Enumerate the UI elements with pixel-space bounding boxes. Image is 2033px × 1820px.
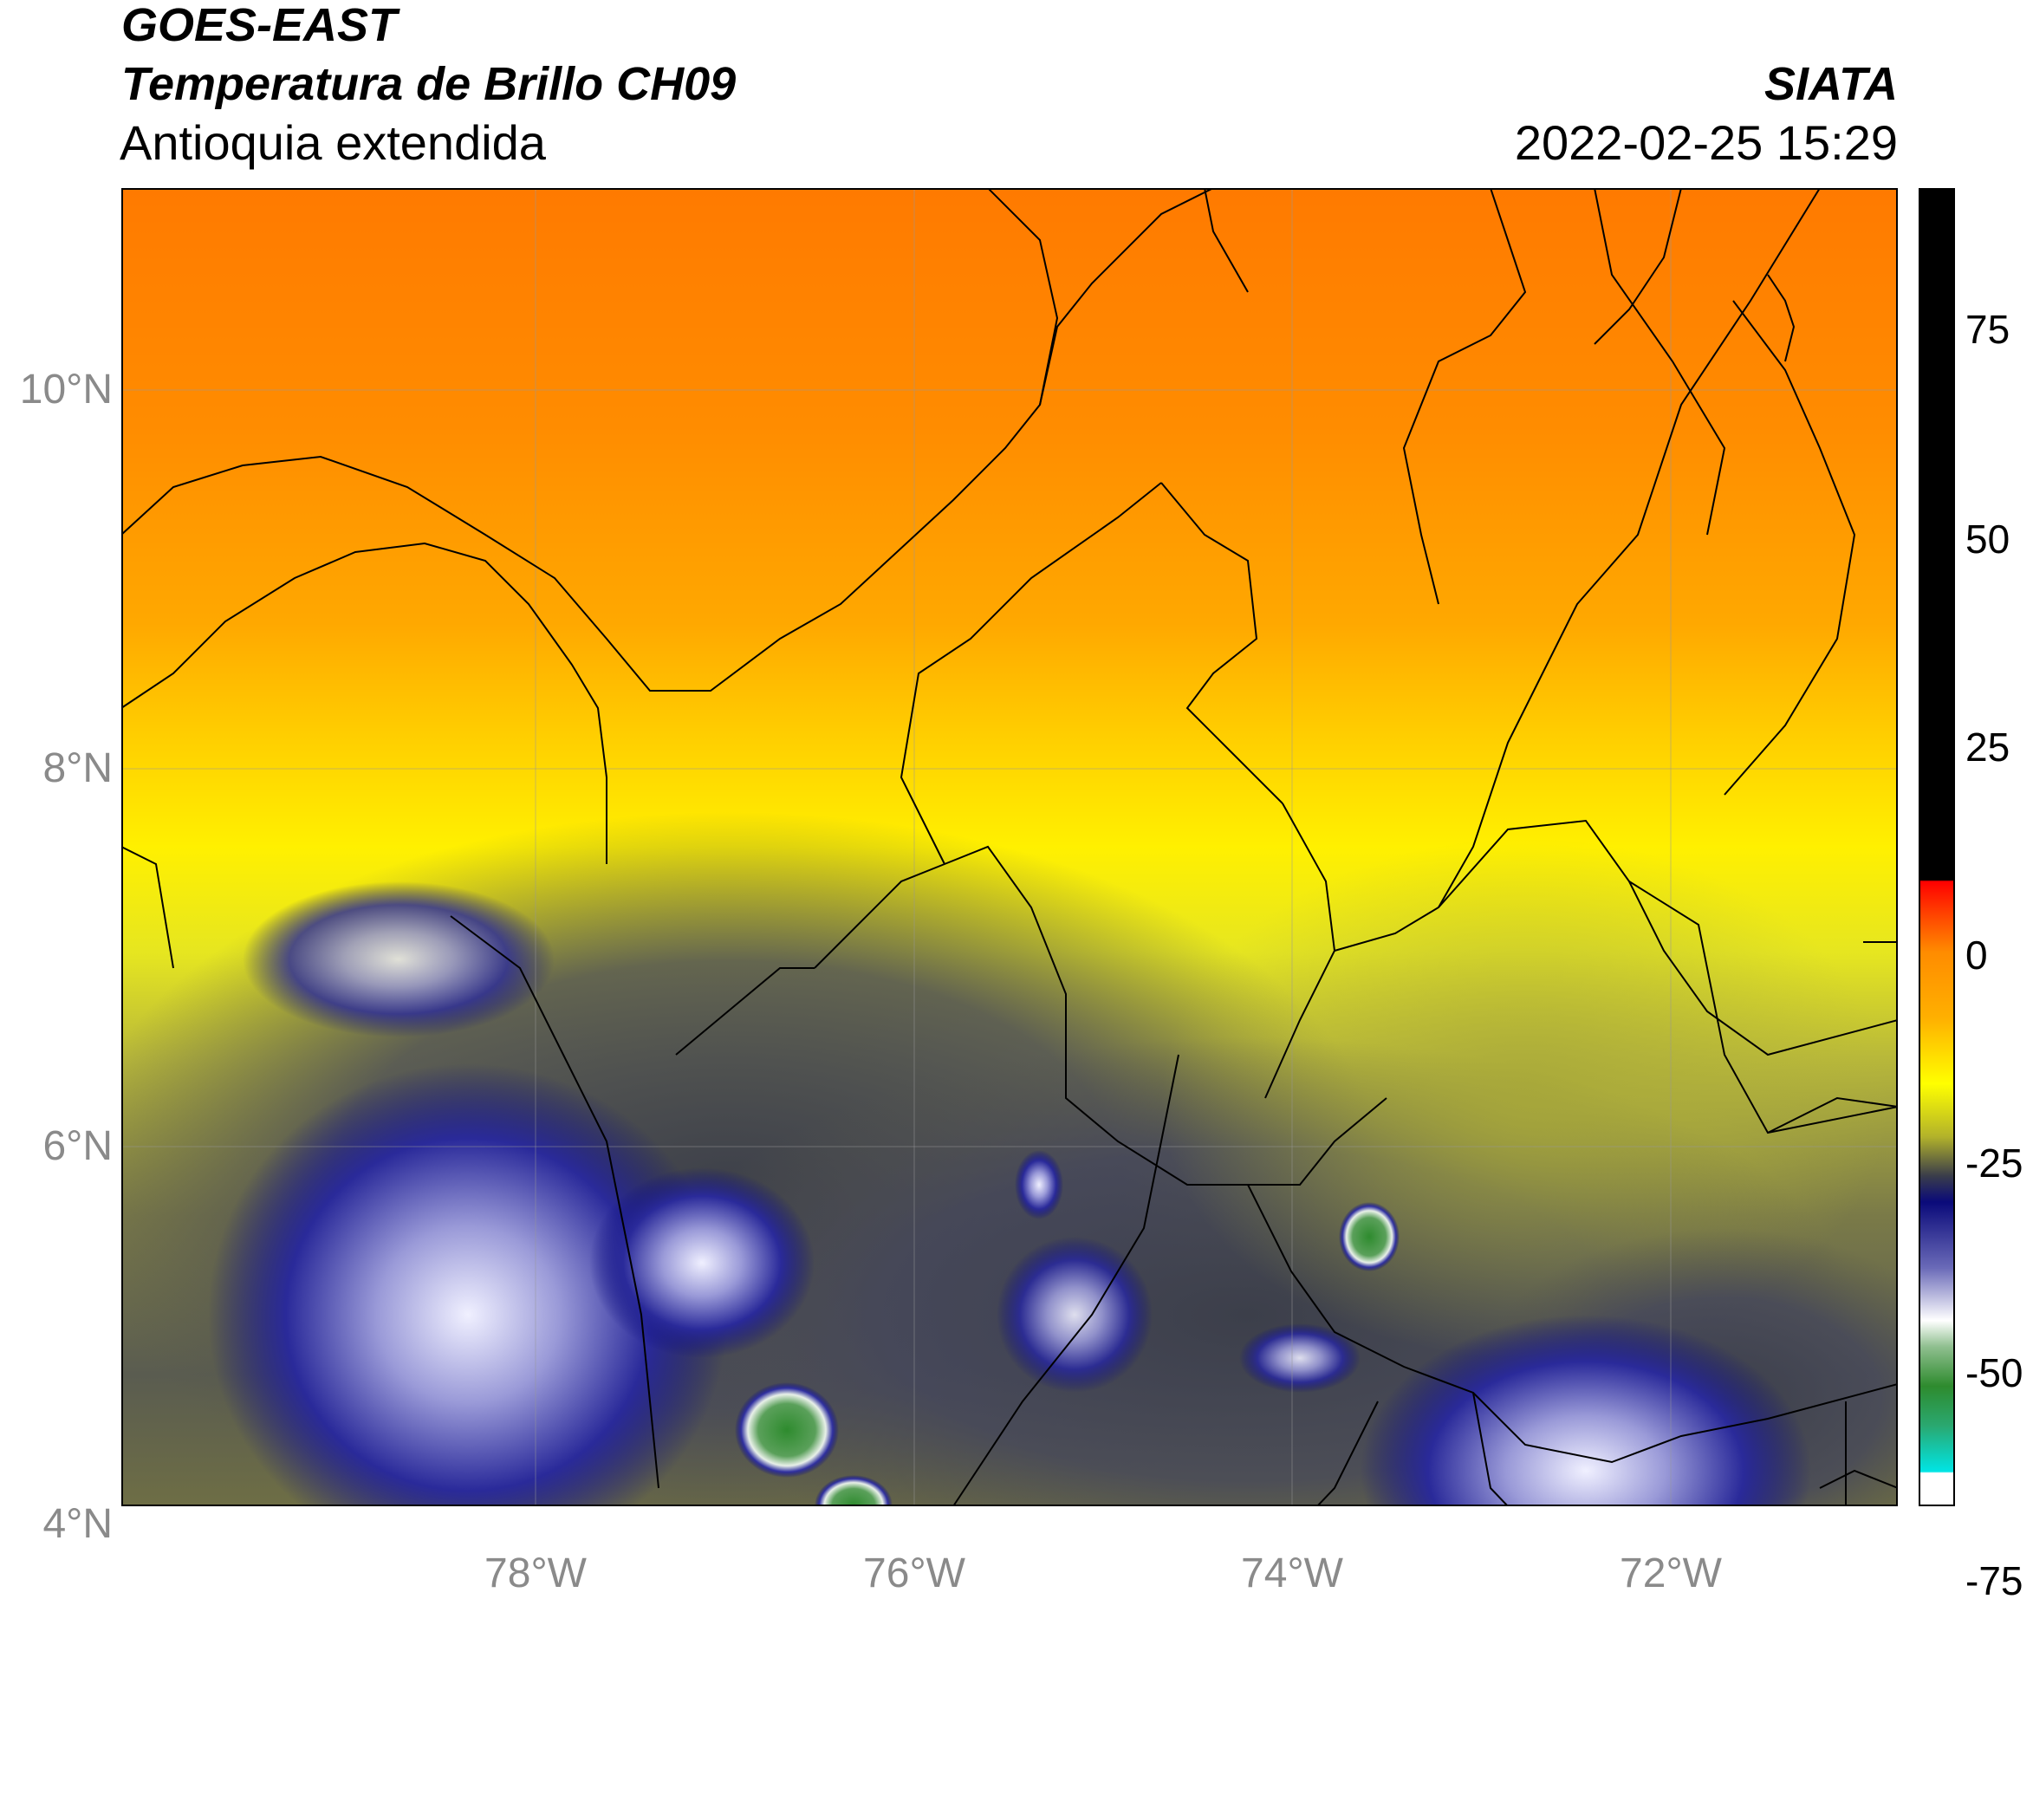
convective-cloud-medellin bbox=[997, 1237, 1153, 1393]
graticule bbox=[121, 188, 1898, 1506]
cold-core-green-2 bbox=[815, 1475, 893, 1506]
satellite-title: GOES-EAST bbox=[121, 0, 398, 51]
colorbar-tick-25: 25 bbox=[1965, 725, 2010, 770]
convective-cloud-east bbox=[1239, 1323, 1361, 1393]
convective-cloud-southeast bbox=[1361, 1315, 1811, 1506]
temperature-colorbar bbox=[1919, 188, 1955, 1506]
political-borders bbox=[121, 188, 1898, 1506]
brightness-temperature-map bbox=[121, 188, 1898, 1506]
colorbar-tick-50: 50 bbox=[1965, 517, 2010, 562]
timestamp-label: 2022-02-25 15:29 bbox=[1514, 115, 1898, 170]
convective-cloud-northwest bbox=[243, 881, 555, 1037]
cloud-cell-small bbox=[1015, 1150, 1063, 1219]
colorbar-tick-0: 0 bbox=[1965, 933, 1988, 978]
lon-tick-74w: 74°W bbox=[1241, 1550, 1343, 1596]
lat-tick-10n: 10°N bbox=[19, 367, 113, 413]
convective-cloud-west bbox=[208, 1063, 728, 1506]
lat-tick-4n: 4°N bbox=[42, 1501, 113, 1547]
cold-core-green-3 bbox=[1339, 1202, 1400, 1271]
lon-tick-72w: 72°W bbox=[1620, 1550, 1722, 1596]
lon-tick-76w: 76°W bbox=[863, 1550, 965, 1596]
region-subtitle: Antioquia extendida bbox=[120, 115, 546, 170]
lat-tick-8n: 8°N bbox=[42, 745, 113, 791]
map-canvas bbox=[121, 188, 1898, 1506]
convective-cloud-center bbox=[589, 1167, 815, 1358]
colorbar-tick-75: 75 bbox=[1965, 307, 2010, 352]
colorbar-tick-minus75: -75 bbox=[1965, 1558, 2023, 1603]
lat-tick-6n: 6°N bbox=[42, 1123, 113, 1169]
lon-tick-78w: 78°W bbox=[484, 1550, 587, 1596]
map-frame bbox=[121, 188, 1898, 1506]
cold-core-green-1 bbox=[735, 1382, 839, 1478]
agency-label: SIATA bbox=[1764, 58, 1898, 110]
colorbar-tick-minus50: -50 bbox=[1965, 1350, 2023, 1395]
colorbar-tick-minus25: -25 bbox=[1965, 1141, 2023, 1186]
product-title: Temperatura de Brillo CH09 bbox=[121, 58, 737, 110]
